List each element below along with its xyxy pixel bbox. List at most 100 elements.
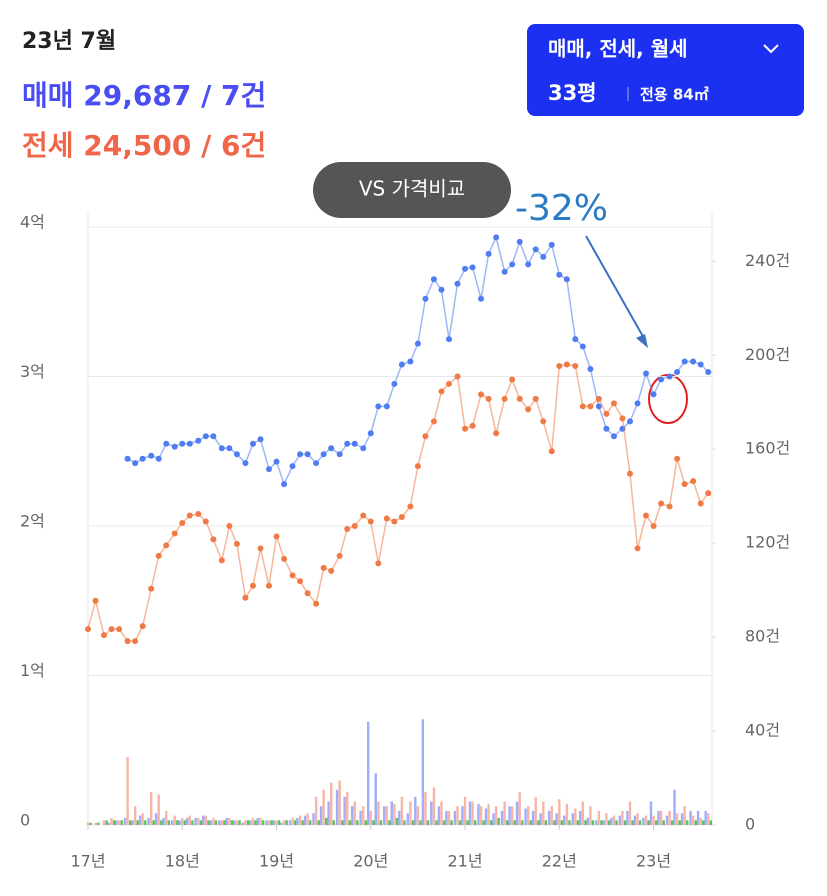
count-bar	[188, 815, 192, 825]
price-point	[108, 626, 115, 633]
y-tick-label: 2억	[20, 511, 45, 530]
count-bar	[288, 820, 292, 825]
price-point	[666, 373, 673, 380]
price-point	[179, 440, 186, 447]
count-bar	[115, 820, 118, 825]
count-bar	[579, 810, 582, 825]
price-point	[587, 403, 594, 410]
filter-area[interactable]: 전용 84㎡	[640, 86, 709, 104]
count-bar	[644, 815, 648, 825]
price-point	[485, 395, 492, 402]
price-point	[579, 403, 586, 410]
price-point	[336, 451, 343, 458]
price-point	[462, 265, 469, 272]
price-point	[273, 533, 280, 540]
price-point	[186, 440, 193, 447]
count-bar	[167, 820, 171, 825]
count-bar	[691, 815, 695, 825]
count-bar	[265, 820, 268, 825]
count-bar	[107, 822, 111, 825]
compare-label[interactable]: VS 가격비교	[359, 177, 465, 201]
count-bar	[379, 820, 383, 825]
count-bar	[484, 808, 488, 825]
price-point	[532, 246, 539, 253]
count-bar	[138, 815, 142, 825]
price-point	[697, 500, 704, 507]
price-point	[697, 361, 704, 368]
count-bar	[298, 815, 302, 825]
price-point	[320, 564, 327, 571]
count-bar	[270, 820, 273, 825]
filter-bg[interactable]	[527, 24, 804, 116]
count-bar	[515, 801, 519, 825]
price-point	[493, 430, 500, 437]
count-bar	[595, 820, 598, 825]
count-bar	[341, 820, 344, 825]
count-bar	[432, 787, 436, 825]
count-bar	[463, 796, 467, 825]
count-bar	[369, 810, 372, 825]
count-bar	[293, 820, 297, 825]
price-point	[509, 376, 516, 383]
count-bar	[707, 813, 710, 825]
price-point	[367, 430, 374, 437]
count-bar	[230, 820, 234, 825]
compare-bg[interactable]	[313, 162, 511, 218]
count-bar	[123, 817, 127, 825]
count-bar	[633, 815, 637, 825]
count-bar	[642, 817, 645, 825]
count-bar	[597, 810, 601, 825]
count-bar	[178, 820, 181, 825]
count-bar	[86, 822, 90, 825]
count-bar	[285, 820, 288, 825]
price-point	[438, 388, 445, 395]
price-point	[563, 276, 570, 283]
count-bar	[442, 820, 446, 825]
count-bar	[317, 820, 320, 825]
price-point	[92, 597, 99, 604]
price-point	[313, 600, 320, 607]
count-bar	[563, 815, 566, 825]
price-point	[116, 626, 123, 633]
count-bar	[678, 820, 681, 825]
count-bar	[393, 803, 396, 825]
filter-button[interactable]: 매매, 전세, 월세 33평 전용 84㎡	[527, 24, 804, 116]
price-point	[155, 552, 162, 559]
sale-summary: 매매 29,687 / 7건	[22, 79, 266, 112]
count-bar	[652, 815, 655, 825]
count-bar	[560, 820, 564, 825]
y2-tick-label: 240건	[745, 251, 790, 270]
price-point	[705, 368, 712, 375]
count-bar	[600, 820, 603, 825]
count-bar	[149, 792, 153, 825]
price-point	[446, 380, 453, 387]
x-tick-label: 22년	[542, 852, 577, 871]
count-bar	[571, 813, 574, 825]
count-bar	[346, 792, 349, 825]
price-point	[525, 261, 532, 268]
count-bar	[220, 820, 224, 825]
count-bar	[400, 796, 404, 825]
filter-types[interactable]: 매매, 전세, 월세	[548, 37, 688, 61]
chevron[interactable]	[763, 44, 779, 54]
count-bar	[306, 813, 309, 825]
count-bar	[322, 789, 325, 825]
count-bar	[490, 820, 493, 825]
count-bar	[699, 817, 702, 825]
count-bar	[500, 810, 504, 825]
price-point	[414, 340, 421, 347]
count-bar	[212, 817, 215, 825]
price-point	[391, 380, 398, 387]
count-bar	[183, 820, 187, 825]
count-bar	[621, 810, 624, 825]
filter-size[interactable]: 33평	[548, 81, 597, 105]
count-bar	[366, 721, 370, 825]
count-bar	[409, 801, 412, 825]
compare-button[interactable]: VS 가격비교	[313, 162, 511, 218]
price-point	[383, 515, 390, 522]
count-bar	[605, 813, 608, 825]
count-bar	[602, 820, 606, 825]
price-point	[344, 440, 351, 447]
y2-tick-label: 80건	[745, 627, 780, 646]
count-bar	[157, 794, 160, 825]
